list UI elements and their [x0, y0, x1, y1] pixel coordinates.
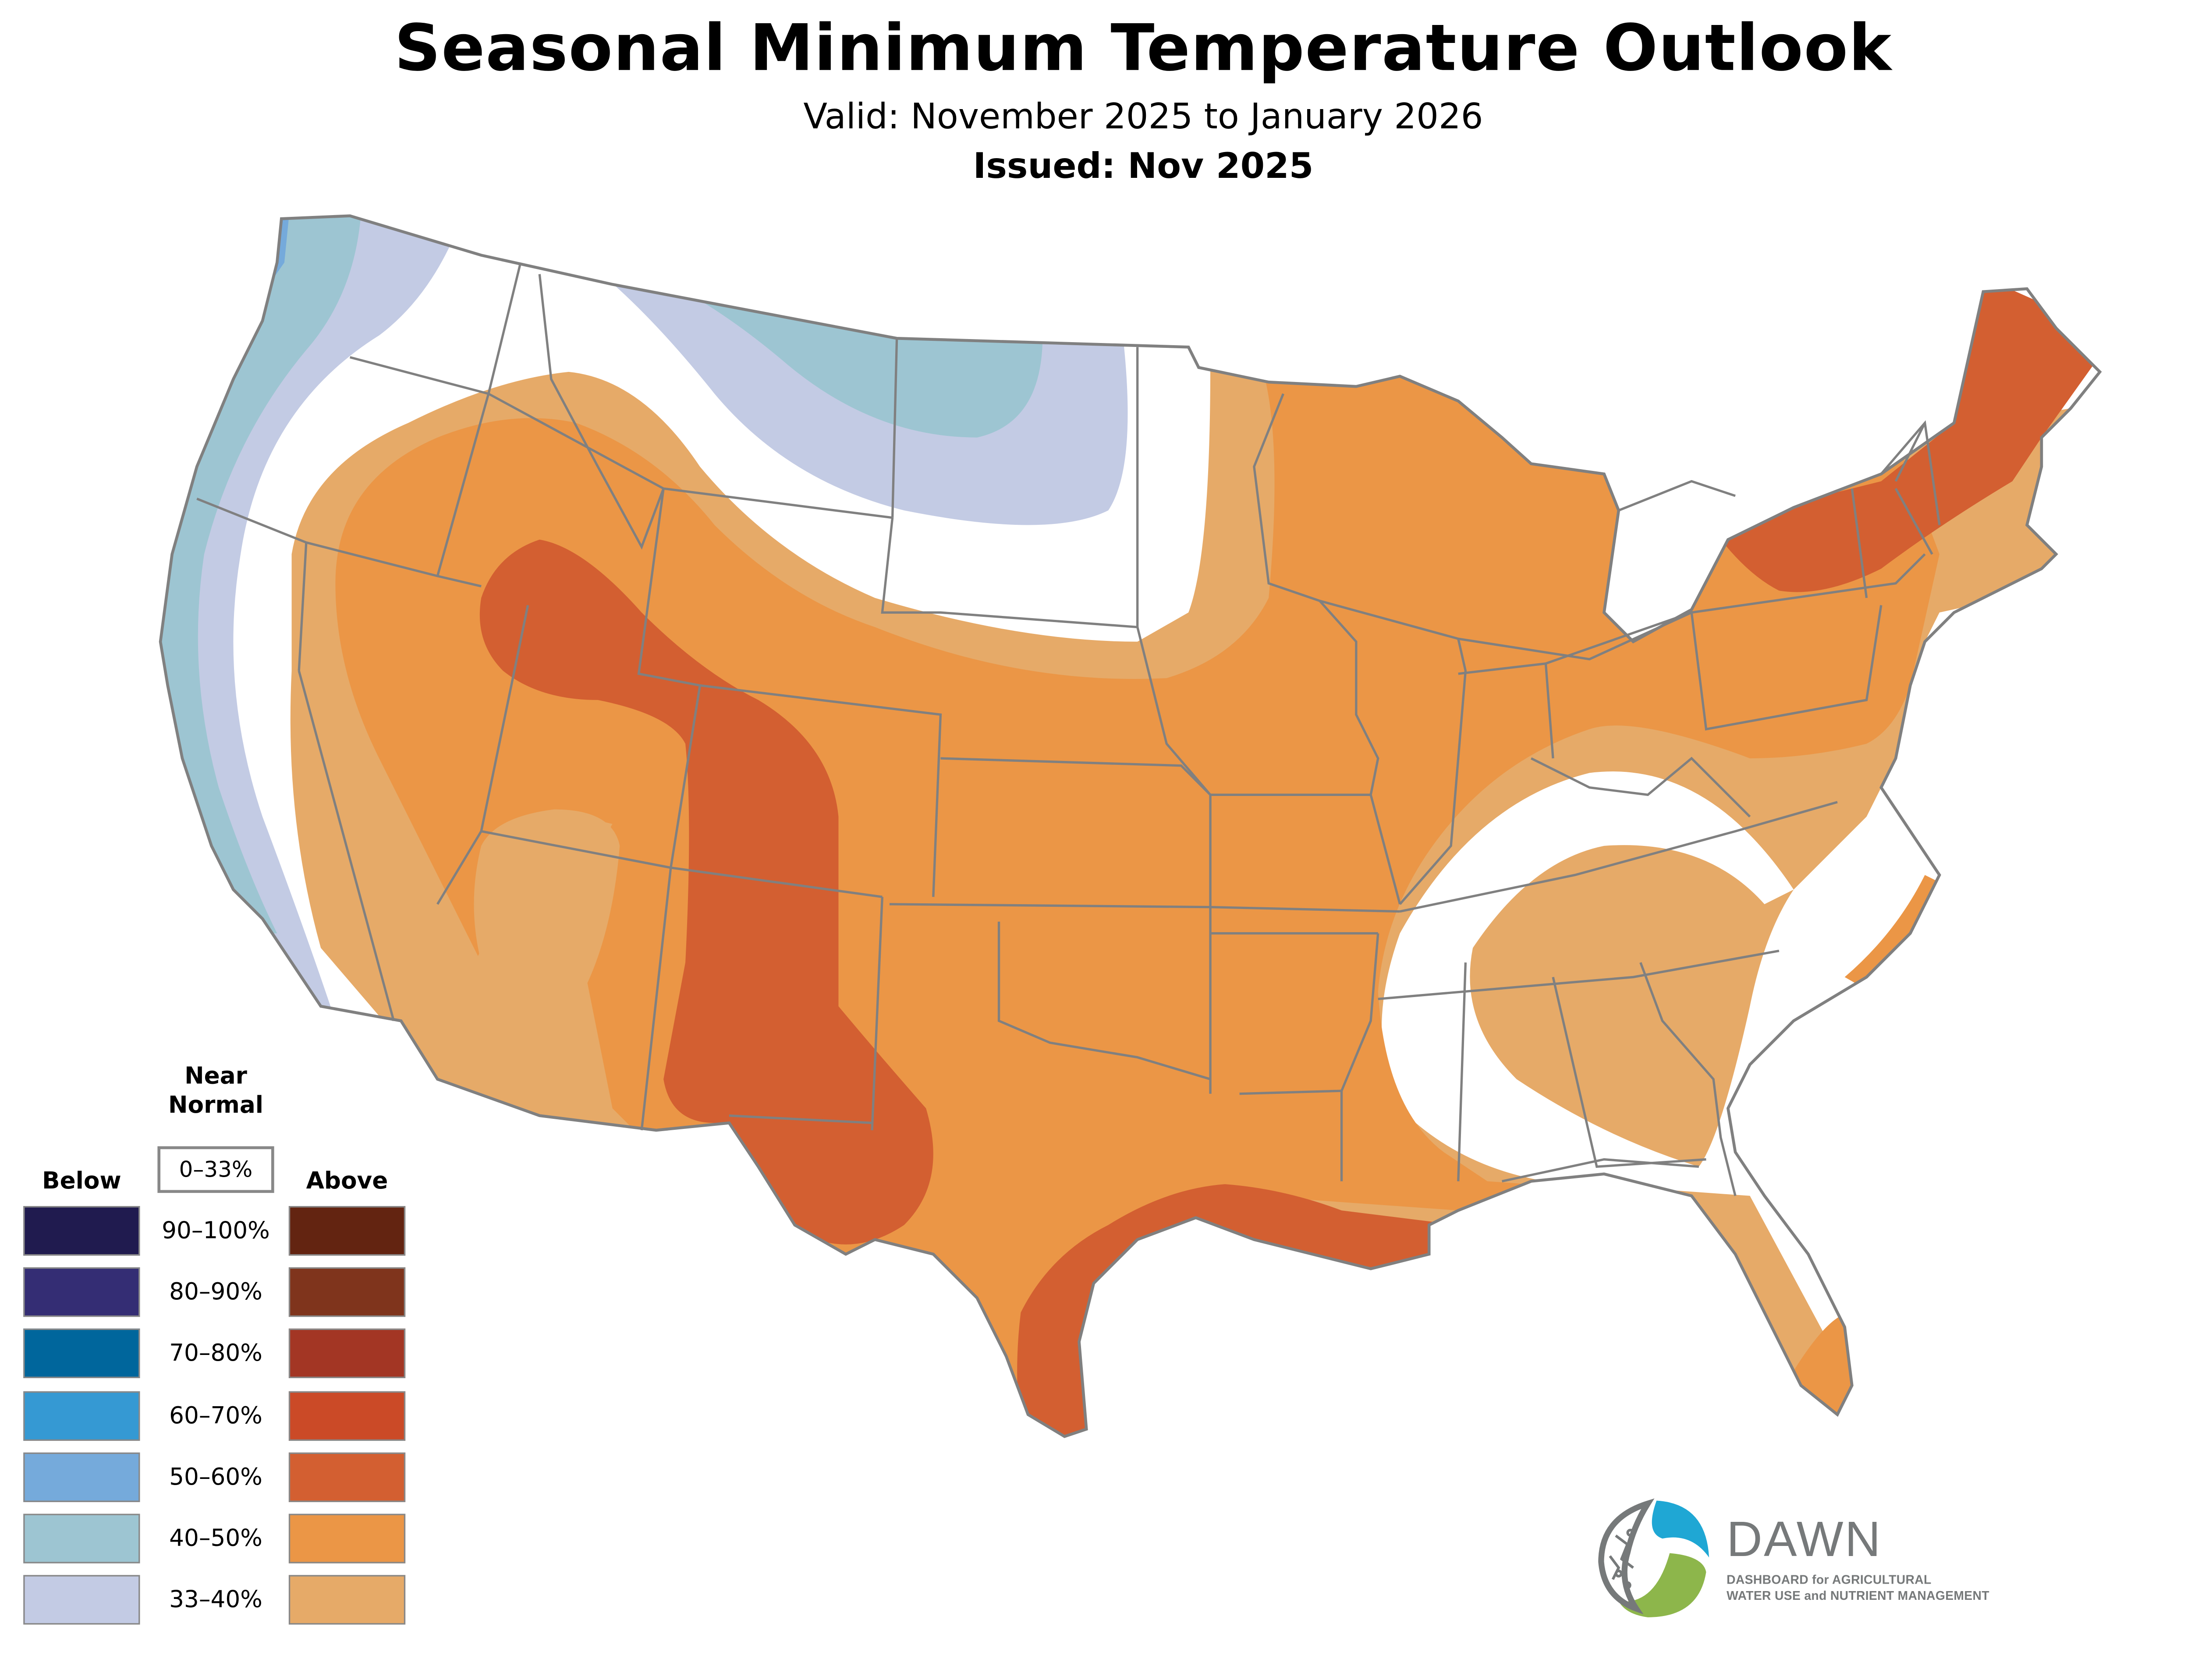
- logo-wordmark: DAWN: [1727, 1512, 1882, 1568]
- dawn-logo-icon: [1598, 1496, 1711, 1619]
- legend-range-label: 50–60%: [169, 1462, 262, 1490]
- legend-below-title: Below: [42, 1167, 121, 1195]
- us-outline: [159, 214, 2102, 1438]
- legend-swatch-above: [288, 1514, 406, 1563]
- legend-swatch-below: [23, 1452, 140, 1502]
- legend-swatch-below: [23, 1206, 140, 1256]
- legend-range-label: 40–50%: [169, 1524, 262, 1552]
- logo-subtitle-line1: DASHBOARD for AGRICULTURAL: [1727, 1572, 1932, 1587]
- legend-range-label: 33–40%: [169, 1585, 262, 1613]
- legend-swatch-below: [23, 1514, 140, 1563]
- legend-range-label: 80–90%: [169, 1277, 262, 1306]
- legend-near-normal-title: Near Normal: [157, 1062, 274, 1120]
- above-50-60-newengland: [1720, 277, 2100, 592]
- legend-near-label: Near: [184, 1061, 247, 1089]
- above-33-40-southwest: [403, 809, 620, 1123]
- legend-normal-label: Normal: [168, 1091, 264, 1119]
- logo-subtitle-line2: WATER USE and NUTRIENT MANAGEMENT: [1727, 1588, 1989, 1603]
- legend-above-title: Above: [306, 1167, 388, 1195]
- legend-swatch-above: [288, 1452, 406, 1502]
- legend-swatch-above: [288, 1329, 406, 1379]
- legend-swatch-above: [288, 1390, 406, 1440]
- valid-period: Valid: November 2025 to January 2026: [803, 96, 1483, 137]
- legend-swatch-below: [23, 1329, 140, 1379]
- legend-swatch-below: [23, 1575, 140, 1625]
- legend-swatch-below: [23, 1267, 140, 1317]
- page-title: Seasonal Minimum Temperature Outlook: [394, 11, 1892, 86]
- legend-swatch-above: [288, 1206, 406, 1256]
- legend-range-label: 90–100%: [162, 1216, 270, 1244]
- legend-swatch-below: [23, 1390, 140, 1440]
- legend-near-normal-box: 0–33%: [157, 1146, 274, 1193]
- issued-date: Issued: Nov 2025: [973, 145, 1314, 187]
- legend-range-label: 70–80%: [169, 1339, 262, 1367]
- state-borders: [196, 262, 1941, 1196]
- above-50-60-rockies: [479, 539, 933, 1245]
- legend-swatch-above: [288, 1267, 406, 1317]
- dawn-logo: DAWN DASHBOARD for AGRICULTURAL WATER US…: [1589, 1492, 2191, 1623]
- legend-swatch-above: [288, 1575, 406, 1625]
- legend-range-label: 60–70%: [169, 1401, 262, 1429]
